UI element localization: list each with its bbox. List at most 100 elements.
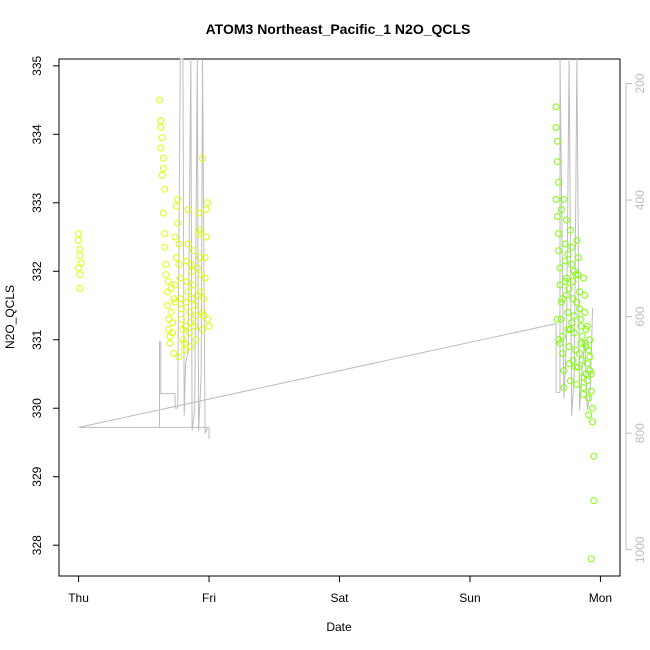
data-point [183,257,191,265]
data-point [184,240,192,248]
data-point [564,326,572,333]
y2-tick-label: 400 [633,190,647,210]
data-point [563,274,570,282]
data-point [583,360,591,368]
data-point [77,259,85,267]
data-point [560,384,568,392]
data-point [589,404,597,412]
data-point [162,260,170,268]
data-point [577,339,585,347]
data-point [171,281,179,289]
data-point [560,195,568,203]
data-point [590,497,598,505]
data-point [192,336,200,344]
y-tick-label: 335 [30,55,44,75]
data-point [163,288,171,296]
data-point [570,329,578,337]
data-point [158,171,166,179]
data-point [180,346,188,354]
data-point [200,295,208,303]
data-point [183,278,191,285]
data-point [561,278,569,285]
data-point [174,219,182,227]
data-point [204,199,212,207]
y-tick-label: 331 [30,329,44,349]
data-point [76,245,84,253]
y-axis: 328 329 330 331 332 333 334 335 [30,55,59,555]
data-point [193,291,201,299]
data-point [572,346,580,354]
data-point [162,271,170,279]
y-tick-label: 328 [30,535,44,555]
data-point [586,353,594,361]
data-point [76,271,84,279]
data-point [570,267,578,275]
data-point [76,252,84,259]
data-point [585,411,593,419]
y2-tick-label: 800 [633,423,647,443]
y-axis-right: 200 400 600 800 1000 [625,73,647,563]
data-point [578,332,586,340]
data-point [176,295,184,303]
data-point [172,254,180,262]
data-point [166,339,174,347]
y-tick-label: 334 [30,124,44,144]
data-point [566,326,574,333]
data-point [200,312,208,320]
data-point [572,271,580,279]
data-point [577,315,585,323]
data-point [589,418,597,426]
data-point [568,260,576,268]
data-point [556,264,564,272]
data-point [169,329,176,337]
data-point [590,452,598,460]
data-point [161,185,169,193]
data-point [192,312,200,320]
data-point [184,288,192,296]
data-point [202,206,210,214]
data-point [161,230,169,238]
data-point [205,322,213,330]
data-point [187,319,195,327]
data-point [576,305,584,313]
data-point [197,288,205,296]
data-point [563,216,570,224]
data-point [156,96,163,104]
data-point [583,377,591,385]
data-point [75,230,83,238]
x-tick-label: Thu [68,591,89,605]
y2-tick-label: 200 [633,73,647,93]
data-point [174,195,182,203]
data-point [580,274,587,282]
y2-tick-label: 1000 [633,536,647,563]
data-point [569,295,577,303]
data-point [555,230,563,238]
data-point [165,315,173,323]
plot-frame [58,58,621,577]
data-point [201,254,209,262]
data-point [195,209,203,217]
data-points-layer [75,96,598,563]
y-tick-label: 330 [30,398,44,418]
data-point [178,305,186,313]
data-point [189,247,197,255]
data-point [159,154,167,162]
data-point [561,240,569,248]
data-point [583,322,591,330]
data-point [552,124,560,131]
data-point [581,308,589,316]
data-point [195,230,203,238]
data-point [188,267,196,275]
data-point [585,346,593,354]
y-tick-label: 332 [30,261,44,281]
data-point [565,360,573,368]
data-point [178,315,186,323]
altitude-line [78,58,594,439]
data-point [587,555,595,563]
data-point [559,350,567,357]
data-point [187,343,195,351]
data-point [566,226,574,234]
data-point [569,356,577,364]
data-point [202,233,210,241]
data-point [578,373,586,381]
